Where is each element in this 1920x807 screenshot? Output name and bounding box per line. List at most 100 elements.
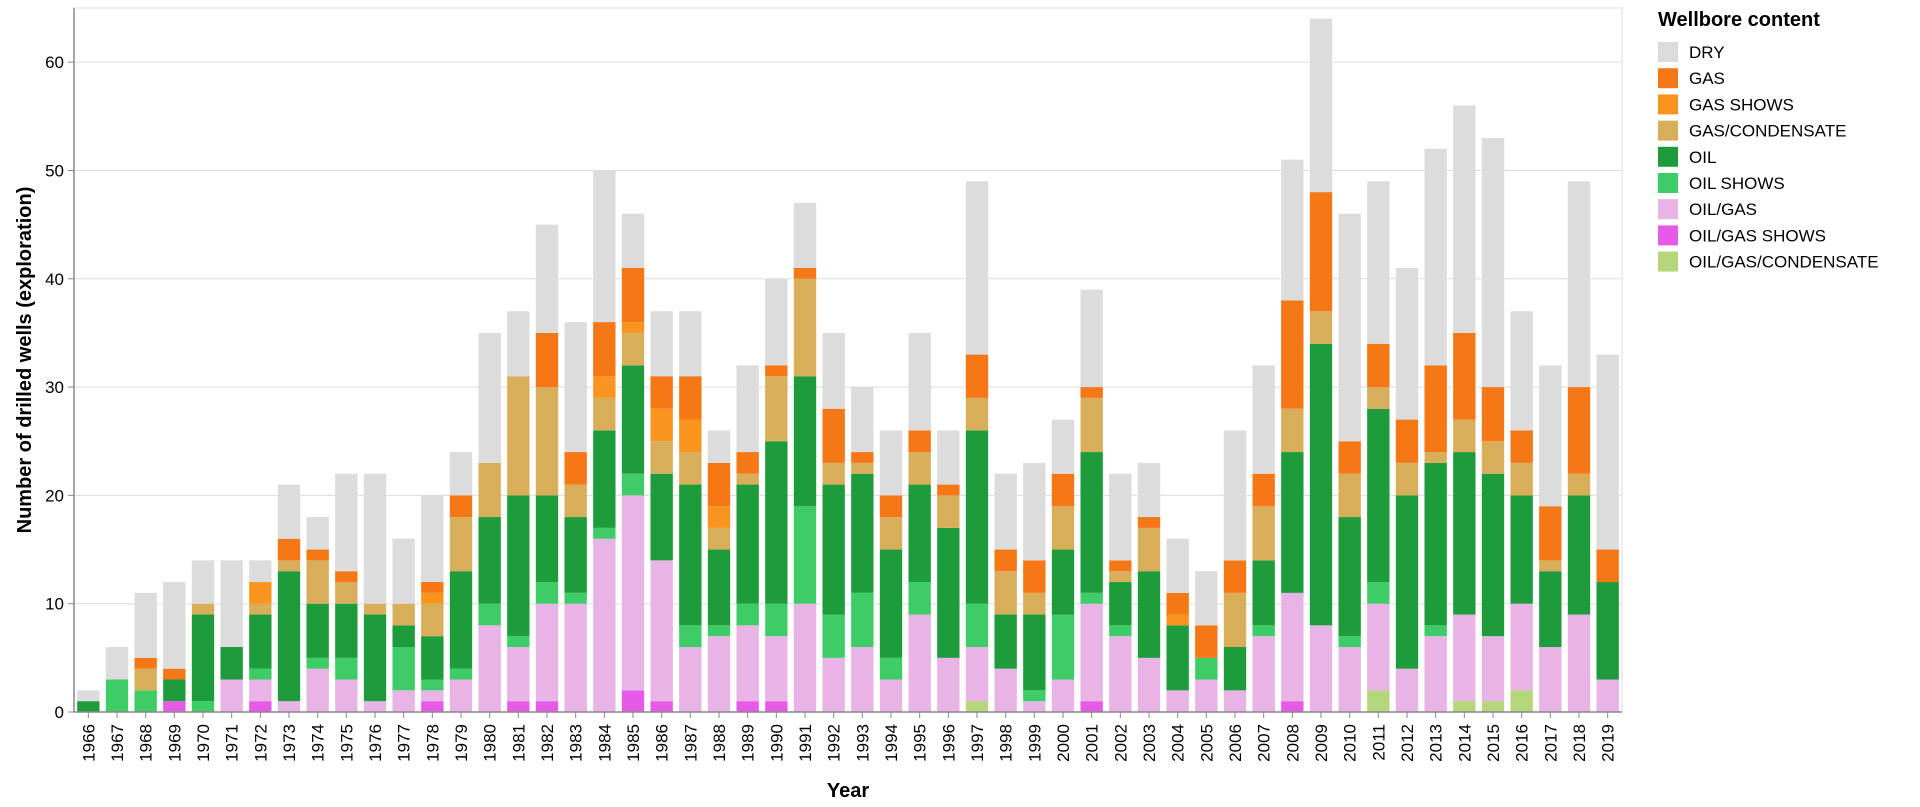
- bar-segment-1995-gas: [908, 430, 931, 453]
- bar-segment-2009-gas-condensate: [1309, 311, 1333, 344]
- x-tick-label: 2010: [1341, 724, 1360, 762]
- bar-segment-1987-oil: [679, 484, 702, 626]
- bar-segment-1987-gas-condensate: [679, 452, 702, 485]
- bar-segment-2012-dry: [1395, 267, 1419, 420]
- bar-segment-1999-oil-gas: [1023, 701, 1046, 712]
- bar-segment-1989-oil-gas-shows: [736, 701, 759, 712]
- bar-segment-1988-oil-shows: [707, 625, 731, 637]
- x-tick-label: 1988: [710, 724, 729, 762]
- bar-segment-1993-oil-shows: [851, 592, 874, 648]
- bar-segment-1985-gas: [621, 267, 645, 323]
- bar-segment-1987-oil-gas: [679, 647, 702, 712]
- bar-segment-1973-gas: [277, 538, 301, 561]
- legend-item-oil-gas-condensate: OIL/GAS/CONDENSATE: [1658, 251, 1879, 272]
- bar-stack-1991: [793, 202, 817, 712]
- bar-segment-1988-oil: [707, 549, 731, 626]
- bar-stack-1969: [163, 582, 186, 712]
- bar-segment-2002-gas-condensate: [1109, 571, 1132, 583]
- bar-segment-2008-gas: [1281, 300, 1304, 409]
- bar-segment-1986-dry: [650, 311, 673, 377]
- x-tick-label: 1984: [595, 724, 614, 762]
- bar-segment-1993-gas: [851, 452, 874, 463]
- bar-segment-1994-gas-condensate: [879, 517, 903, 550]
- x-tick-label: 1983: [567, 724, 586, 762]
- bar-stack-2007: [1252, 365, 1275, 712]
- bar-segment-1983-oil: [564, 517, 587, 593]
- bar-segment-1969-gas: [163, 668, 186, 680]
- bar-segment-2012-gas-condensate: [1395, 462, 1419, 496]
- bar-segment-2009-oil-gas: [1309, 625, 1333, 712]
- bar-segment-1977-gas-condensate: [392, 603, 415, 626]
- bar-stack-1987: [679, 311, 702, 712]
- bar-segment-1988-gas: [707, 462, 731, 507]
- bar-segment-1986-oil-gas-shows: [650, 701, 673, 712]
- x-tick-label: 1989: [739, 724, 758, 762]
- bar-stack-1977: [392, 538, 415, 712]
- bar-segment-2000-dry: [1051, 419, 1075, 474]
- x-tick-label: 1992: [825, 724, 844, 762]
- bar-stack-1999: [1023, 462, 1046, 712]
- bar-segment-1968-gas-condensate: [134, 668, 157, 691]
- bar-segment-1996-oil-gas: [937, 657, 960, 712]
- bar-stack-1989: [736, 365, 759, 712]
- x-tick-label: 2002: [1111, 724, 1130, 762]
- bar-stack-1972: [249, 560, 272, 712]
- bar-segment-2017-gas: [1539, 506, 1562, 561]
- x-tick-label: 1978: [423, 724, 442, 762]
- bar-segment-1986-gas-shows: [650, 408, 673, 442]
- bar-segment-2011-dry: [1367, 181, 1390, 344]
- legend-swatch: [1658, 146, 1678, 167]
- bar-segment-1995-gas-condensate: [908, 452, 931, 485]
- bar-segment-1976-gas-condensate: [363, 603, 387, 615]
- legend-swatch: [1658, 120, 1678, 141]
- legend-label: OIL/GAS/CONDENSATE: [1689, 253, 1879, 272]
- legend-swatch: [1658, 199, 1678, 220]
- bar-segment-1990-dry: [765, 278, 788, 366]
- bar-segment-1992-oil-shows: [822, 614, 845, 658]
- bar-segment-1998-dry: [994, 473, 1017, 550]
- legend-item-oil-gas-shows: OIL/GAS SHOWS: [1658, 225, 1826, 246]
- bar-segment-1968-dry: [134, 592, 157, 658]
- bar-segment-1988-dry: [707, 430, 731, 463]
- bar-segment-1966-dry: [77, 690, 100, 702]
- bar-segment-1978-oil-gas: [421, 690, 444, 702]
- bar-segment-1980-oil: [478, 517, 501, 604]
- bar-segment-2017-oil: [1539, 571, 1562, 648]
- bar-segment-1991-gas: [793, 267, 817, 279]
- bar-segment-2008-dry: [1281, 159, 1304, 301]
- bar-segment-1990-oil-gas: [765, 636, 788, 702]
- bar-segment-1974-oil: [306, 603, 329, 658]
- legend-swatch: [1658, 42, 1678, 62]
- bar-segment-1991-gas-condensate: [793, 278, 817, 377]
- bar-segment-2014-oil: [1453, 452, 1476, 615]
- x-tick-label: 2007: [1255, 724, 1274, 762]
- x-tick-label: 2013: [1427, 724, 1446, 762]
- bar-segment-2015-oil: [1481, 473, 1505, 637]
- x-tick-label: 1991: [796, 724, 815, 762]
- bar-segment-1982-oil-gas-shows: [535, 701, 559, 712]
- bar-segment-2003-gas-condensate: [1137, 527, 1161, 572]
- bar-segment-2002-dry: [1109, 473, 1132, 561]
- legend-swatch: [1658, 173, 1678, 193]
- bar-segment-1975-gas: [335, 571, 358, 583]
- bar-segment-1989-gas: [736, 452, 759, 474]
- bar-segment-2015-oil-gas-condensate: [1481, 701, 1505, 712]
- bar-segment-1968-gas: [134, 657, 157, 669]
- x-tick-label: 1993: [853, 724, 872, 762]
- bar-segment-1988-gas-condensate: [707, 527, 731, 550]
- bar-segment-2004-gas: [1166, 592, 1189, 615]
- bar-segment-2003-oil-gas: [1137, 657, 1161, 712]
- bar-stack-2004: [1166, 538, 1189, 712]
- bar-segment-1996-oil: [937, 527, 960, 658]
- bar-segment-1981-oil-gas-shows: [507, 701, 530, 712]
- bar-segment-1984-oil-gas: [593, 538, 616, 712]
- bar-segment-1989-gas-condensate: [736, 473, 759, 485]
- bar-stack-2018: [1567, 181, 1591, 712]
- bar-segment-2008-gas-condensate: [1281, 408, 1304, 453]
- bar-stack-2009: [1309, 18, 1333, 712]
- bar-segment-1998-gas-condensate: [994, 571, 1017, 615]
- bar-segment-1998-oil-gas: [994, 668, 1017, 712]
- bar-stack-1984: [593, 170, 616, 712]
- grid-lines: [73, 7, 1623, 713]
- bar-segment-2000-gas: [1051, 473, 1075, 507]
